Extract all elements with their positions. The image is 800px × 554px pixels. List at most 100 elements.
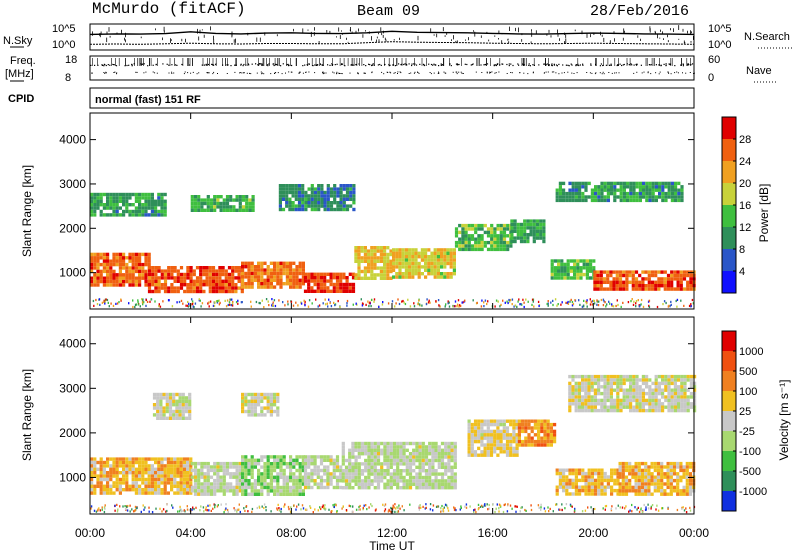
heatmap-cell	[295, 468, 299, 473]
heatmap-cell	[225, 468, 230, 473]
heatmap-cell	[496, 234, 500, 238]
heatmap-cell	[370, 246, 374, 250]
clutter-cell	[365, 303, 367, 306]
clutter-cell	[373, 300, 375, 303]
heatmap-cell	[147, 471, 151, 475]
heatmap-cell	[128, 276, 132, 280]
heatmap-cell	[563, 269, 567, 273]
heatmap-cell	[444, 455, 448, 459]
heatmap-cell	[99, 484, 103, 488]
clutter-cell	[274, 304, 277, 308]
heatmap-cell	[464, 223, 468, 228]
colorbar-swatch	[722, 205, 736, 227]
heatmap-cell	[404, 248, 408, 252]
heatmap-cell	[506, 227, 510, 231]
heatmap-cell	[661, 198, 665, 203]
heatmap-cell	[202, 272, 206, 277]
heatmap-cell	[433, 275, 437, 279]
nave-point	[410, 72, 412, 74]
freq-point	[109, 64, 111, 66]
heatmap-cell	[241, 285, 245, 289]
heatmap-cell	[131, 262, 135, 267]
heatmap-cell	[298, 455, 302, 459]
heatmap-cell	[628, 485, 632, 490]
heatmap-cell	[288, 204, 292, 208]
heatmap-cell	[477, 237, 481, 241]
clutter-cell	[606, 303, 608, 306]
heatmap-cell	[383, 482, 387, 486]
heatmap-cell	[190, 205, 194, 209]
heatmap-cell	[193, 492, 198, 496]
heatmap-cell	[527, 436, 531, 440]
heatmap-cell	[344, 465, 349, 469]
heatmap-cell	[339, 485, 343, 490]
clutter-cell	[186, 304, 189, 307]
heatmap-cell	[336, 190, 340, 195]
heatmap-cell	[370, 465, 374, 469]
heatmap-cell	[565, 482, 569, 486]
heatmap-cell	[421, 455, 425, 459]
heatmap-cell	[345, 197, 350, 201]
heatmap-cell	[326, 197, 330, 201]
heatmap-cell	[238, 475, 242, 479]
clutter-cell	[329, 301, 331, 305]
freq-point	[107, 64, 109, 66]
clutter-cell	[103, 300, 105, 303]
heatmap-cell	[612, 270, 616, 274]
heatmap-cell	[125, 209, 129, 214]
heatmap-cell	[634, 482, 638, 486]
heatmap-cell	[599, 280, 603, 284]
heatmap-cell	[579, 276, 583, 280]
heatmap-cell	[351, 282, 356, 287]
heatmap-cell	[568, 188, 572, 192]
freq-point	[206, 64, 208, 66]
nave-point	[338, 72, 340, 74]
heatmap-cell	[629, 181, 633, 186]
heatmap-cell	[389, 458, 393, 463]
heatmap-cell	[154, 484, 158, 488]
heatmap-cell	[650, 465, 654, 469]
heatmap-cell	[515, 433, 519, 437]
heatmap-cell	[433, 255, 437, 259]
heatmap-cell	[392, 469, 397, 473]
heatmap-cell	[203, 472, 207, 476]
heatmap-cell	[320, 197, 324, 201]
heatmap-cell	[297, 194, 302, 198]
freq-point	[355, 64, 357, 66]
freq-point	[567, 64, 569, 66]
heatmap-cell	[480, 433, 484, 437]
heatmap-cell	[289, 468, 293, 473]
nave-point	[456, 73, 458, 75]
heatmap-cell	[436, 268, 440, 272]
heatmap-cell	[173, 279, 177, 283]
heatmap-cell	[313, 197, 318, 201]
heatmap-cell	[517, 436, 521, 440]
heatmap-cell	[576, 262, 580, 267]
heatmap-cell	[289, 278, 293, 282]
heatmap-cell	[192, 279, 196, 283]
clutter-cell	[337, 300, 339, 303]
heatmap-cell	[216, 482, 220, 486]
heatmap-cell	[319, 482, 324, 486]
heatmap-cell	[93, 203, 97, 207]
freq-point	[438, 65, 440, 67]
heatmap-cell	[326, 204, 330, 208]
freq-point	[406, 64, 408, 66]
heatmap-cell	[244, 282, 248, 286]
heatmap-cell	[576, 269, 580, 273]
heatmap-cell	[352, 184, 356, 188]
heatmap-cell	[376, 472, 381, 476]
heatmap-cell	[436, 265, 440, 269]
heatmap-cell	[241, 492, 245, 496]
nave-point	[685, 72, 687, 74]
heatmap-cell	[579, 259, 583, 263]
nave-point	[443, 71, 445, 73]
heatmap-cell	[316, 455, 320, 459]
heatmap-cell	[443, 272, 447, 276]
heatmap-cell	[380, 441, 384, 446]
heatmap-cell	[560, 262, 564, 267]
heatmap-cell	[402, 475, 406, 480]
heatmap-cell	[666, 461, 670, 466]
heatmap-cell	[285, 184, 289, 188]
heatmap-cell	[376, 475, 381, 480]
